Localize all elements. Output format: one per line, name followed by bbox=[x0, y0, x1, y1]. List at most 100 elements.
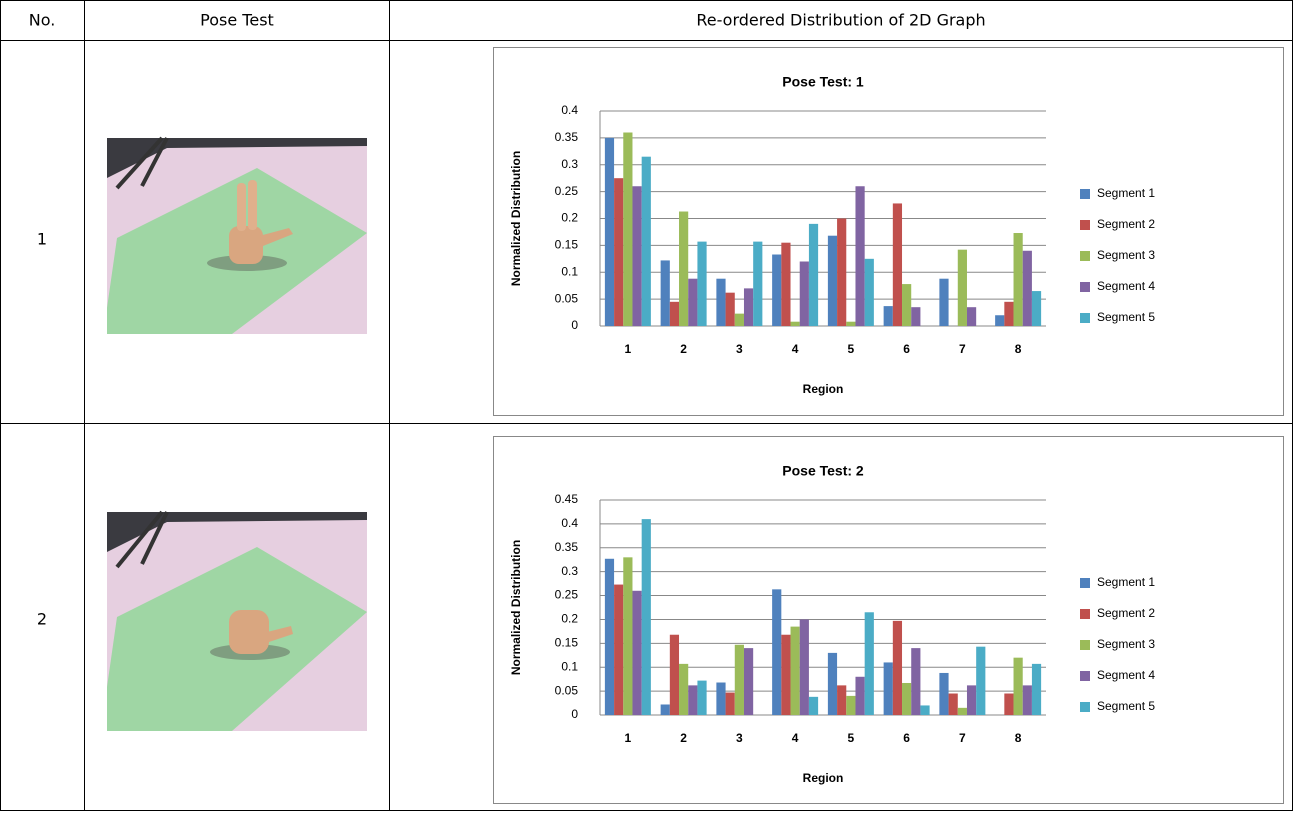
header-cell: No. bbox=[29, 11, 56, 30]
x-tick-label: 2 bbox=[680, 731, 687, 745]
legend-label: Segment 1 bbox=[1097, 575, 1155, 589]
bar bbox=[725, 692, 735, 715]
x-tick-label: 1 bbox=[625, 731, 632, 745]
bar bbox=[855, 676, 865, 715]
y-tick-label: 0.4 bbox=[561, 103, 578, 117]
bar bbox=[902, 682, 912, 715]
header-cell: Pose Test bbox=[200, 11, 274, 30]
legend-label: Segment 5 bbox=[1097, 699, 1155, 713]
x-tick-label: 1 bbox=[625, 342, 632, 356]
bar bbox=[1022, 250, 1032, 326]
bar bbox=[799, 261, 809, 326]
bar bbox=[837, 685, 847, 715]
bar bbox=[743, 648, 754, 715]
bar bbox=[688, 685, 698, 715]
bar bbox=[957, 707, 967, 715]
bar bbox=[697, 680, 707, 715]
legend-swatch bbox=[1080, 189, 1090, 199]
legend-swatch bbox=[1080, 251, 1090, 261]
y-tick-label: 0.2 bbox=[561, 612, 578, 626]
bar bbox=[781, 634, 791, 715]
legend-label: Segment 2 bbox=[1097, 606, 1155, 620]
bar bbox=[632, 186, 642, 326]
legend-swatch bbox=[1080, 282, 1090, 292]
bar bbox=[957, 249, 967, 326]
bar bbox=[846, 321, 856, 326]
bar bbox=[808, 223, 819, 326]
x-axis-label: Region bbox=[803, 771, 844, 785]
x-tick-label: 5 bbox=[848, 731, 855, 745]
bar bbox=[753, 241, 763, 326]
bar bbox=[892, 203, 903, 326]
photo bbox=[107, 136, 367, 334]
bar bbox=[799, 619, 809, 715]
y-tick-label: 0.25 bbox=[555, 184, 579, 198]
y-tick-label: 0.05 bbox=[555, 683, 579, 697]
bar bbox=[604, 558, 615, 715]
bar bbox=[1013, 233, 1023, 326]
bar bbox=[1004, 693, 1014, 715]
y-tick-label: 0.15 bbox=[555, 238, 579, 252]
bar bbox=[808, 696, 819, 715]
legend-swatch bbox=[1080, 220, 1090, 230]
x-tick-label: 4 bbox=[792, 342, 799, 356]
bar bbox=[790, 321, 800, 326]
bar bbox=[995, 315, 1005, 326]
bar bbox=[697, 241, 707, 326]
row-number: 1 bbox=[37, 230, 47, 249]
x-tick-label: 3 bbox=[736, 342, 743, 356]
y-tick-label: 0.3 bbox=[561, 157, 578, 171]
bar bbox=[716, 682, 726, 715]
bar bbox=[660, 260, 670, 326]
bar bbox=[614, 584, 624, 715]
legend-label: Segment 3 bbox=[1097, 637, 1155, 651]
bar bbox=[614, 178, 624, 326]
x-axis-label: Region bbox=[803, 382, 844, 396]
bar bbox=[966, 307, 977, 326]
bar bbox=[966, 685, 977, 715]
y-tick-label: 0.2 bbox=[561, 211, 578, 225]
bar bbox=[623, 557, 633, 715]
x-tick-label: 7 bbox=[959, 731, 966, 745]
y-tick-label: 0.4 bbox=[561, 516, 578, 530]
y-tick-label: 0.25 bbox=[555, 588, 579, 602]
header-cell: Re-ordered Distribution of 2D Graph bbox=[696, 11, 985, 30]
bar bbox=[920, 705, 930, 715]
bar bbox=[864, 258, 874, 326]
legend-swatch bbox=[1080, 313, 1090, 323]
bar bbox=[604, 137, 615, 326]
bar bbox=[855, 186, 865, 326]
y-tick-label: 0.05 bbox=[555, 291, 579, 305]
x-tick-label: 7 bbox=[959, 342, 966, 356]
legend-label: Segment 4 bbox=[1097, 668, 1155, 682]
y-axis-label: Normalized Distribution bbox=[509, 540, 523, 675]
bar bbox=[772, 254, 782, 326]
x-tick-label: 2 bbox=[680, 342, 687, 356]
y-tick-label: 0 bbox=[571, 318, 578, 332]
bar bbox=[1031, 663, 1042, 715]
bar bbox=[976, 646, 986, 715]
bar bbox=[790, 626, 800, 715]
bar bbox=[1022, 685, 1032, 715]
legend-label: Segment 5 bbox=[1097, 310, 1155, 324]
bar bbox=[669, 634, 680, 715]
legend-label: Segment 1 bbox=[1097, 186, 1155, 200]
legend-swatch bbox=[1080, 702, 1090, 712]
bar bbox=[669, 301, 680, 326]
bar bbox=[948, 693, 958, 715]
bar bbox=[688, 278, 698, 326]
bar bbox=[883, 662, 893, 715]
bar bbox=[827, 235, 838, 326]
bar bbox=[632, 590, 642, 715]
y-tick-label: 0.1 bbox=[561, 659, 578, 673]
x-tick-label: 6 bbox=[903, 731, 910, 745]
bar bbox=[1031, 291, 1042, 326]
bar bbox=[772, 589, 782, 715]
x-tick-label: 8 bbox=[1015, 342, 1022, 356]
legend-swatch bbox=[1080, 578, 1090, 588]
bar bbox=[734, 313, 744, 326]
y-axis-label: Normalized Distribution bbox=[509, 151, 523, 286]
legend-swatch bbox=[1080, 640, 1090, 650]
bar bbox=[1004, 301, 1014, 326]
